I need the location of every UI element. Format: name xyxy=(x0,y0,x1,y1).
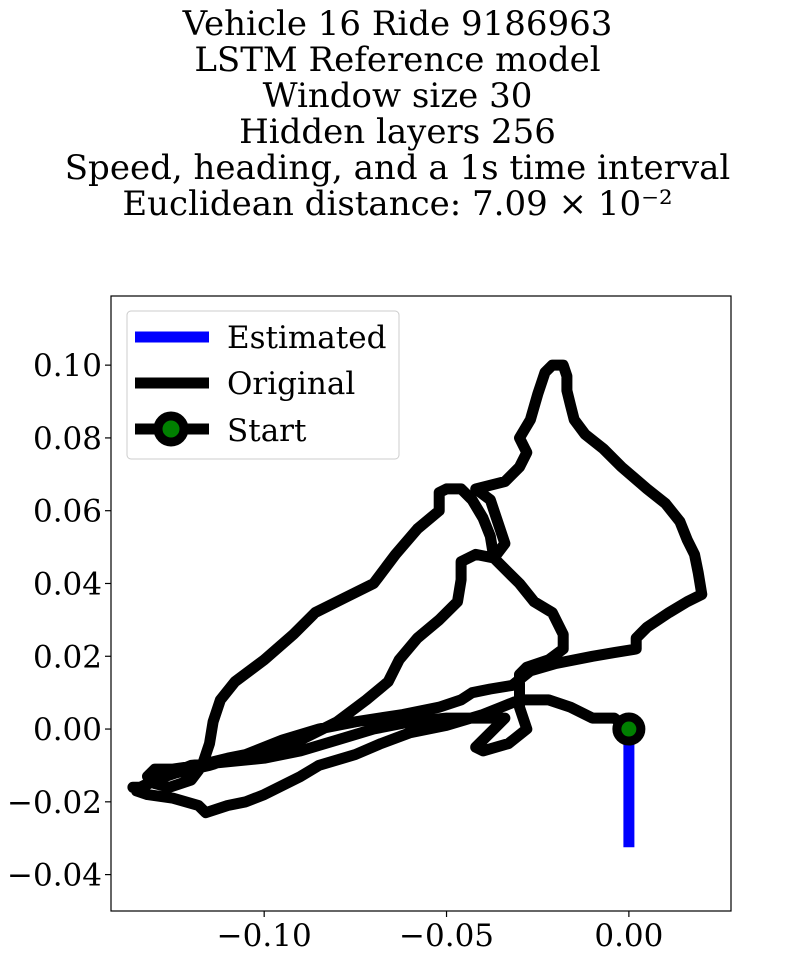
axes-layer: −0.10 −0.05 0.00 −0.04 −0.02 0.00 0.02 0.04 0.06… xyxy=(7,348,663,954)
x-tick-label: −0.10 xyxy=(217,918,312,954)
legend: Estimated Original Start xyxy=(126,310,400,460)
legend-box xyxy=(126,310,400,460)
title-line-3: Window size 30 xyxy=(262,76,533,116)
plot-frame xyxy=(110,295,732,912)
y-tick-label: 0.10 xyxy=(33,348,102,384)
legend-label-original: Original xyxy=(227,366,355,402)
y-tick-label: 0.02 xyxy=(33,639,102,675)
y-tick-label: 0.08 xyxy=(33,421,102,457)
chart-title: Vehicle 16 Ride 9186963 LSTM Reference m… xyxy=(0,6,795,222)
x-tick-label: 0.00 xyxy=(594,918,663,954)
start-marker xyxy=(612,712,646,746)
title-line-1: Vehicle 16 Ride 9186963 xyxy=(182,4,613,44)
y-tick-label: −0.04 xyxy=(7,858,102,894)
y-tick-label: 0.06 xyxy=(33,494,102,530)
title-line-6: Euclidean distance: 7.09 × 10⁻² xyxy=(122,184,673,224)
y-tick-label: 0.00 xyxy=(33,712,102,748)
series-line-original xyxy=(127,359,708,819)
title-line-2: LSTM Reference model xyxy=(194,40,601,80)
y-tick-label: 0.04 xyxy=(33,566,102,602)
legend-swatch-start-marker xyxy=(153,411,189,447)
title-line-5: Speed, heading, and a 1s time interval xyxy=(64,148,731,188)
series-layer xyxy=(127,359,708,848)
x-tick-label: −0.05 xyxy=(399,918,494,954)
legend-label-start: Start xyxy=(227,413,307,449)
y-tick-label: −0.02 xyxy=(7,785,102,821)
legend-label-estimated: Estimated xyxy=(227,320,386,356)
title-line-4: Hidden layers 256 xyxy=(239,112,556,152)
